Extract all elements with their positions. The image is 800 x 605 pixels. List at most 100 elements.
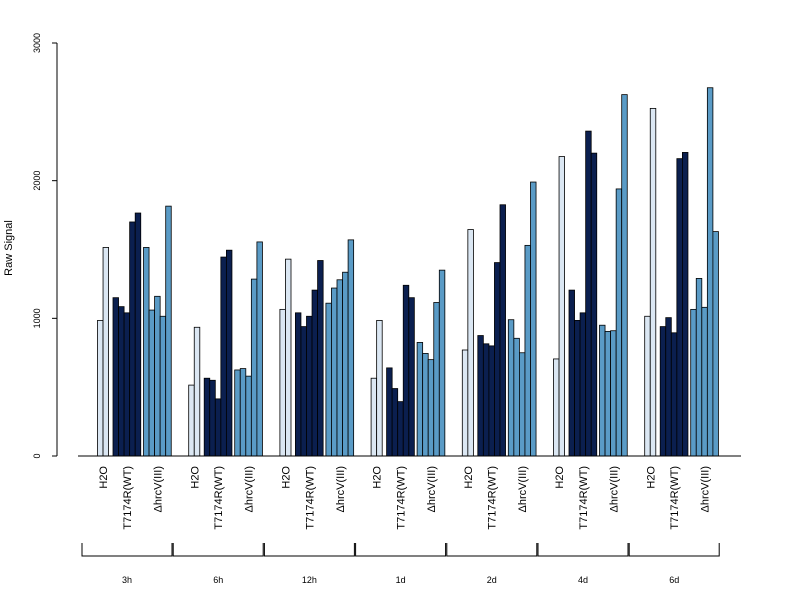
bar-12h-2-4: [347, 239, 355, 457]
bar-12h-2-1: [331, 287, 338, 457]
bar-12h-2-0: [325, 302, 332, 457]
bar-4d-0-0: [553, 358, 560, 457]
category-label-1d-1: T7174R(WT): [396, 466, 408, 530]
category-label-2d-2: ΔhrcV(III): [517, 466, 529, 512]
bar-3h-0-0: [97, 319, 104, 457]
bar-1d-2-3: [433, 302, 440, 457]
bar-6d-1-1: [665, 317, 672, 457]
timepoint-label-6d: 6d: [669, 575, 679, 585]
y-tick-label-1: 1000: [32, 308, 42, 328]
bar-6d-1-2: [670, 332, 678, 457]
category-label-12h-1: T7174R(WT): [304, 466, 316, 530]
bar-2d-1-4: [499, 204, 506, 457]
bracket-3h: [81, 543, 173, 557]
bar-1d-2-2: [427, 359, 435, 457]
bar-6d-0-1: [649, 107, 657, 457]
bar-1d-2-1: [422, 353, 429, 457]
bar-6d-2-3: [706, 87, 714, 457]
category-label-3h-1: T7174R(WT): [122, 466, 134, 530]
bar-6h-0-0: [188, 384, 195, 457]
bar-12h-2-2: [336, 279, 343, 457]
bar-6h-1-2: [214, 398, 222, 457]
bars: [97, 87, 719, 457]
bar-3h-1-1: [118, 306, 125, 457]
bar-12h-0-0: [279, 308, 286, 457]
bar-12h-1-1: [300, 326, 307, 457]
bar-4d-1-0: [568, 289, 575, 457]
bar-6h-1-3: [220, 256, 227, 457]
bar-3h-1-2: [123, 312, 131, 457]
bar-12h-1-2: [306, 315, 313, 457]
bar-12h-2-3: [342, 271, 349, 457]
bar-2d-1-3: [494, 262, 501, 457]
bar-1d-1-2: [397, 401, 404, 457]
bar-6d-2-1: [695, 278, 703, 457]
category-label-12h-2: ΔhrcV(III): [335, 466, 347, 512]
category-label-4d-1: T7174R(WT): [578, 466, 590, 530]
bar-3h-1-0: [112, 297, 119, 457]
bar-3h-2-1: [148, 309, 156, 457]
category-label-2d-1: T7174R(WT): [487, 466, 499, 530]
bar-3h-2-2: [154, 295, 161, 457]
bar-2d-0-0: [461, 349, 469, 457]
bar-2d-2-3: [524, 244, 531, 457]
bar-2d-1-0: [477, 335, 484, 457]
bar-6h-1-4: [225, 249, 233, 457]
bar-6d-2-4: [712, 231, 719, 457]
bar-1d-1-4: [408, 297, 415, 457]
category-label-4d-2: ΔhrcV(III): [608, 466, 620, 512]
y-tick-label-3: 3000: [32, 33, 42, 53]
y-axis: 0 1000 2000 3000: [32, 33, 58, 459]
bar-2d-2-2: [519, 352, 526, 457]
bar-12h-1-4: [317, 260, 324, 457]
category-label-3h-2: ΔhrcV(III): [152, 466, 164, 512]
bar-6d-1-0: [659, 326, 667, 457]
category-label-2d-0: H2O: [463, 466, 475, 489]
category-label-6h-0: H2O: [189, 466, 201, 489]
category-label-1d-0: H2O: [372, 466, 384, 489]
timepoint-brackets: 3h 6h 12h 1d 2d 4d 6d: [81, 543, 720, 585]
bar-1d-0-1: [376, 319, 383, 457]
category-label-6h-2: ΔhrcV(III): [244, 466, 256, 512]
category-label-6d-1: T7174R(WT): [669, 466, 681, 530]
y-axis-label: Raw Signal: [3, 220, 15, 276]
bar-12h-1-3: [311, 289, 318, 457]
timepoint-label-4d: 4d: [578, 575, 588, 585]
bar-6h-1-1: [209, 379, 216, 457]
timepoint-label-12h: 12h: [302, 575, 317, 585]
bracket-6h: [172, 543, 264, 557]
bar-1d-1-1: [391, 388, 399, 457]
category-label-6h-1: T7174R(WT): [213, 466, 225, 530]
bar-1d-1-3: [402, 284, 410, 457]
bar-2d-2-1: [513, 337, 520, 457]
bar-12h-1-0: [294, 312, 302, 457]
bar-3h-2-3: [159, 315, 167, 457]
bar-12h-0-1: [285, 258, 292, 457]
bar-4d-2-4: [621, 94, 628, 457]
bar-4d-2-2: [610, 330, 617, 457]
bar-2d-2-0: [507, 319, 515, 457]
category-label-6d-2: ΔhrcV(III): [700, 466, 712, 512]
timepoint-label-3h: 3h: [122, 575, 132, 585]
bar-6h-2-4: [256, 241, 263, 457]
bar-3h-1-4: [134, 212, 142, 457]
bar-1d-2-4: [438, 269, 446, 457]
category-labels: H2O T7174R(WT) ΔhrcV(III) H2O T7174R(WT) Δhrc…: [98, 466, 712, 530]
bar-6h-1-0: [203, 377, 211, 457]
bar-6d-2-0: [690, 308, 697, 457]
bar-6d-1-3: [676, 158, 683, 457]
bracket-4d: [537, 543, 629, 557]
bar-1d-2-0: [416, 342, 424, 457]
category-label-3h-0: H2O: [98, 466, 110, 489]
bar-6h-2-1: [239, 368, 247, 457]
bar-1d-0-0: [370, 377, 378, 457]
bar-4d-0-1: [558, 156, 565, 457]
bar-3h-0-1: [102, 247, 110, 457]
bar-6h-0-1: [193, 326, 201, 457]
bar-6h-2-2: [245, 375, 252, 457]
bar-2d-1-2: [488, 345, 495, 457]
bar-4d-2-0: [599, 324, 606, 457]
bar-6h-2-0: [234, 369, 241, 457]
